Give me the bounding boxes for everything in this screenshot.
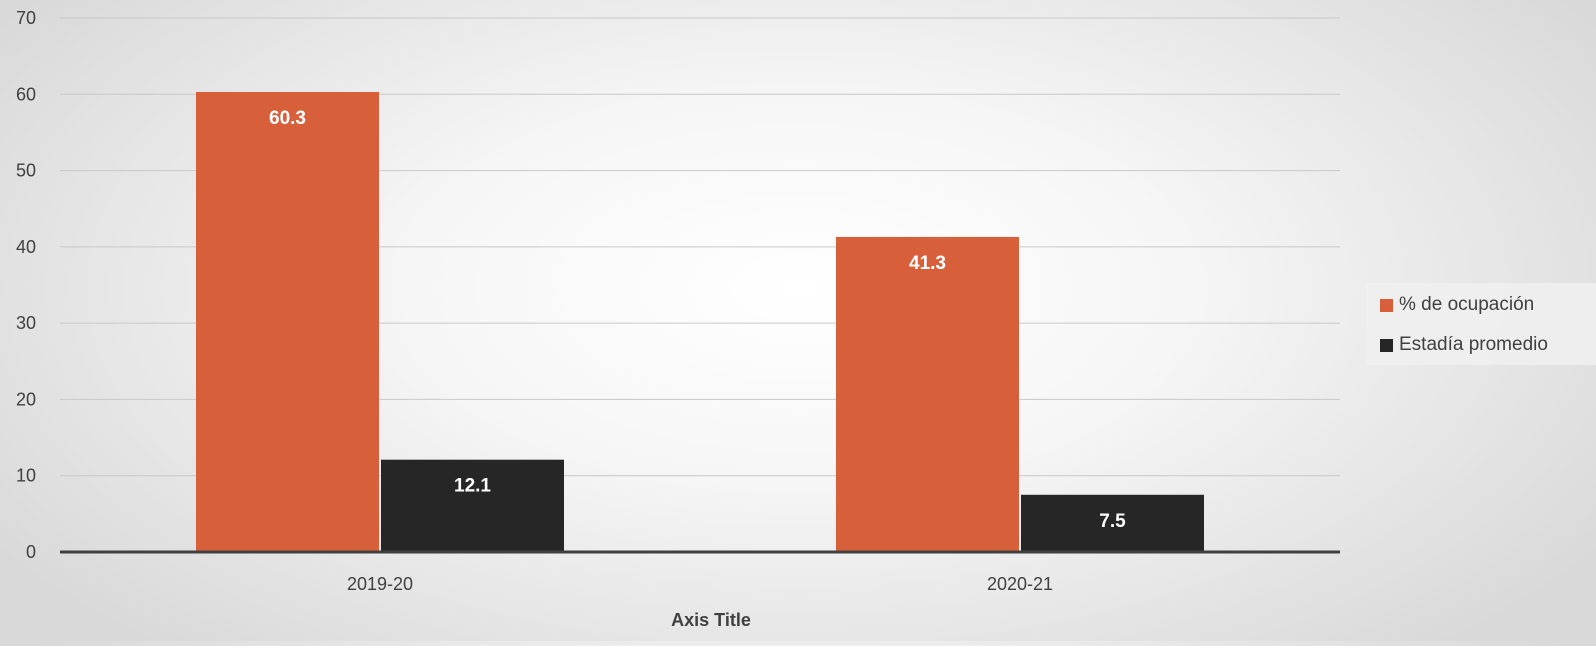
x-tick-label-2020-21: 2020-21 [987, 574, 1053, 594]
bar-series-0-2020-21 [836, 236, 1019, 552]
bars [196, 91, 1204, 553]
y-tick-label-20: 20 [16, 389, 36, 409]
bar-series-1-2019-20 [381, 459, 564, 552]
data-label-series-0-2020-21: 41.3 [909, 253, 946, 274]
y-tick-label-60: 60 [16, 84, 36, 104]
y-tick-label-40: 40 [16, 237, 36, 257]
y-tick-label-50: 50 [16, 161, 36, 181]
data-labels: 60.3 12.1 41.3 7.5 [269, 108, 1126, 532]
data-label-series-1-2019-20: 12.1 [454, 476, 491, 497]
bar-series-0-2019-20 [196, 91, 379, 553]
x-tick-label-2019-20: 2019-20 [347, 574, 413, 594]
legend-swatch-ocupacion [1380, 298, 1393, 312]
legend-item-ocupacion: % de ocupación [1380, 293, 1534, 317]
data-label-series-0-2019-20: 60.3 [269, 108, 306, 129]
y-tick-label-70: 70 [16, 8, 36, 28]
x-axis-title: Axis Title [671, 610, 751, 630]
y-tick-label-0: 0 [26, 542, 36, 562]
legend-label-estadia: Estadía promedio [1399, 334, 1548, 355]
legend-item-estadia: Estadía promedio [1380, 333, 1548, 357]
legend-swatch-estadia [1380, 338, 1393, 352]
axes: 0 10 20 30 40 50 60 70 2019-20 2020-21 [16, 8, 1340, 594]
legend: % de ocupación Estadía promedio [1366, 283, 1596, 365]
legend-label-ocupacion: % de ocupación [1399, 294, 1535, 315]
data-label-series-1-2020-21: 7.5 [1099, 511, 1126, 532]
bar-series-1-2020-21 [1021, 494, 1204, 552]
y-tick-label-10: 10 [16, 466, 36, 486]
y-tick-label-30: 30 [16, 313, 36, 333]
